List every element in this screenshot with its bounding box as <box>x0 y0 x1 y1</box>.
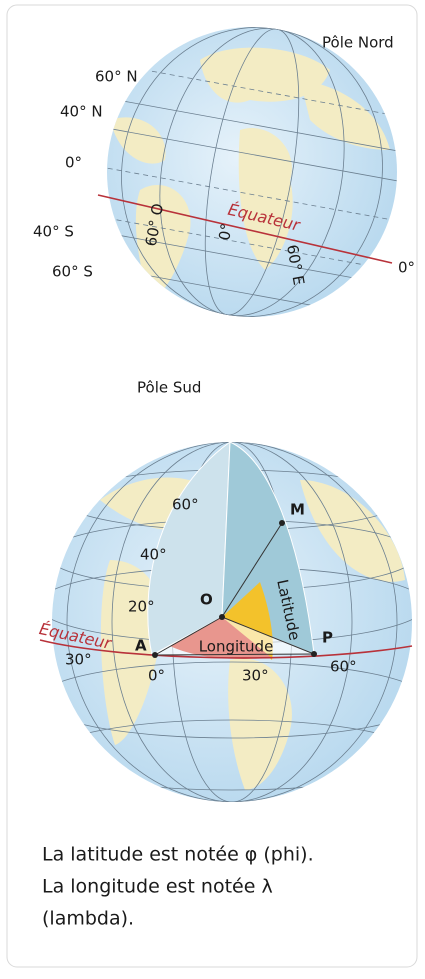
label: 60° <box>330 658 357 676</box>
label: Longitude <box>199 638 274 656</box>
label: 60° S <box>52 263 93 281</box>
point-label: O <box>200 591 213 609</box>
label: 40° <box>140 546 167 564</box>
caption-line: La latitude est notée φ (phi). <box>42 844 314 866</box>
point-label: P <box>322 629 333 647</box>
point-label: A <box>135 637 147 655</box>
label: 0° <box>148 667 165 685</box>
label: Pôle Sud <box>137 379 201 397</box>
label: 0° <box>65 154 82 172</box>
label: 40° N <box>60 103 103 121</box>
caption-line: La longitude est notée λ <box>42 876 273 898</box>
label: 0° <box>215 222 236 242</box>
label: 30° <box>65 651 92 669</box>
globe-bottom: 60° 40° 20° Équateur M O A P Latitude Lo… <box>38 440 413 802</box>
label: 20° <box>128 598 155 616</box>
label: 60° <box>172 496 199 514</box>
point-label: M <box>290 501 305 519</box>
label: 0° <box>398 259 415 277</box>
label: Pôle Nord <box>322 34 394 52</box>
label: 30° <box>242 667 269 685</box>
globe-top: Pôle Nord Pôle Sud 60° N 40° N 0° 40° S … <box>33 27 415 397</box>
caption-line: (lambda). <box>42 908 134 930</box>
label: 40° S <box>33 223 74 241</box>
label: 60° N <box>95 68 138 86</box>
